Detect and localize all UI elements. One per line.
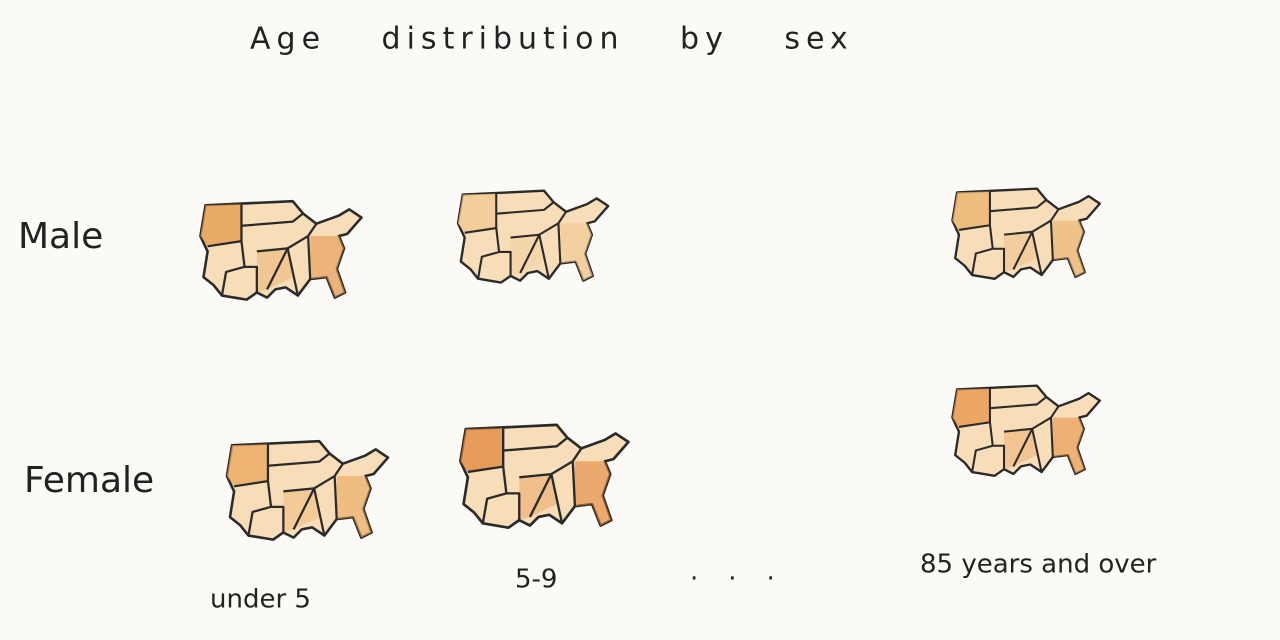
map (951, 187, 1102, 281)
column-label: ... (690, 557, 805, 587)
map (456, 189, 610, 284)
map (951, 384, 1102, 478)
map (199, 199, 363, 301)
map (458, 423, 630, 530)
column-label: 5-9 (515, 565, 557, 595)
map (225, 439, 390, 541)
column-label: under 5 (210, 585, 311, 615)
row-label: Male (18, 216, 103, 257)
row-label: Female (24, 460, 154, 501)
column-label: 85 years and over (920, 550, 1157, 580)
title: Age distribution by sex (250, 22, 854, 57)
